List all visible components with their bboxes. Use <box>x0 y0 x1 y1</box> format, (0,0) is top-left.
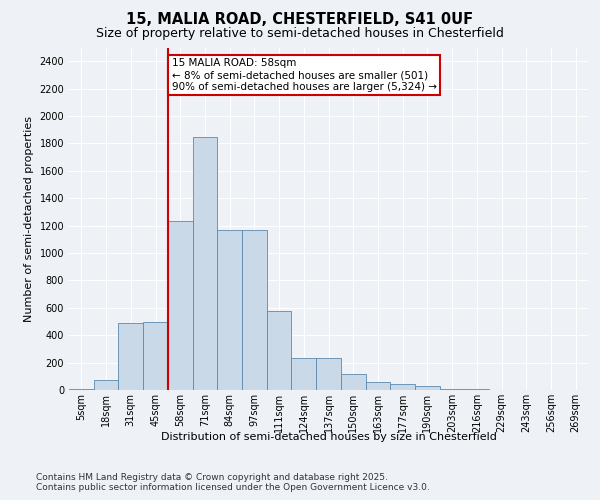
Bar <box>415 386 440 390</box>
Bar <box>440 388 464 390</box>
Bar <box>118 323 143 390</box>
Bar <box>217 230 242 390</box>
Bar <box>292 358 316 390</box>
Text: Distribution of semi-detached houses by size in Chesterfield: Distribution of semi-detached houses by … <box>161 432 497 442</box>
Bar <box>365 382 390 390</box>
Bar <box>143 322 168 390</box>
Text: 15 MALIA ROAD: 58sqm
← 8% of semi-detached houses are smaller (501)
90% of semi-: 15 MALIA ROAD: 58sqm ← 8% of semi-detach… <box>172 58 437 92</box>
Bar <box>168 222 193 390</box>
Text: Contains HM Land Registry data © Crown copyright and database right 2025.
Contai: Contains HM Land Registry data © Crown c… <box>36 472 430 492</box>
Bar <box>316 358 341 390</box>
Bar <box>267 310 292 390</box>
Bar <box>390 384 415 390</box>
Text: 15, MALIA ROAD, CHESTERFIELD, S41 0UF: 15, MALIA ROAD, CHESTERFIELD, S41 0UF <box>127 12 473 28</box>
Bar <box>94 380 118 390</box>
Bar <box>69 388 94 390</box>
Bar <box>242 230 267 390</box>
Y-axis label: Number of semi-detached properties: Number of semi-detached properties <box>24 116 34 322</box>
Bar <box>341 374 365 390</box>
Bar <box>193 136 217 390</box>
Text: Size of property relative to semi-detached houses in Chesterfield: Size of property relative to semi-detach… <box>96 28 504 40</box>
